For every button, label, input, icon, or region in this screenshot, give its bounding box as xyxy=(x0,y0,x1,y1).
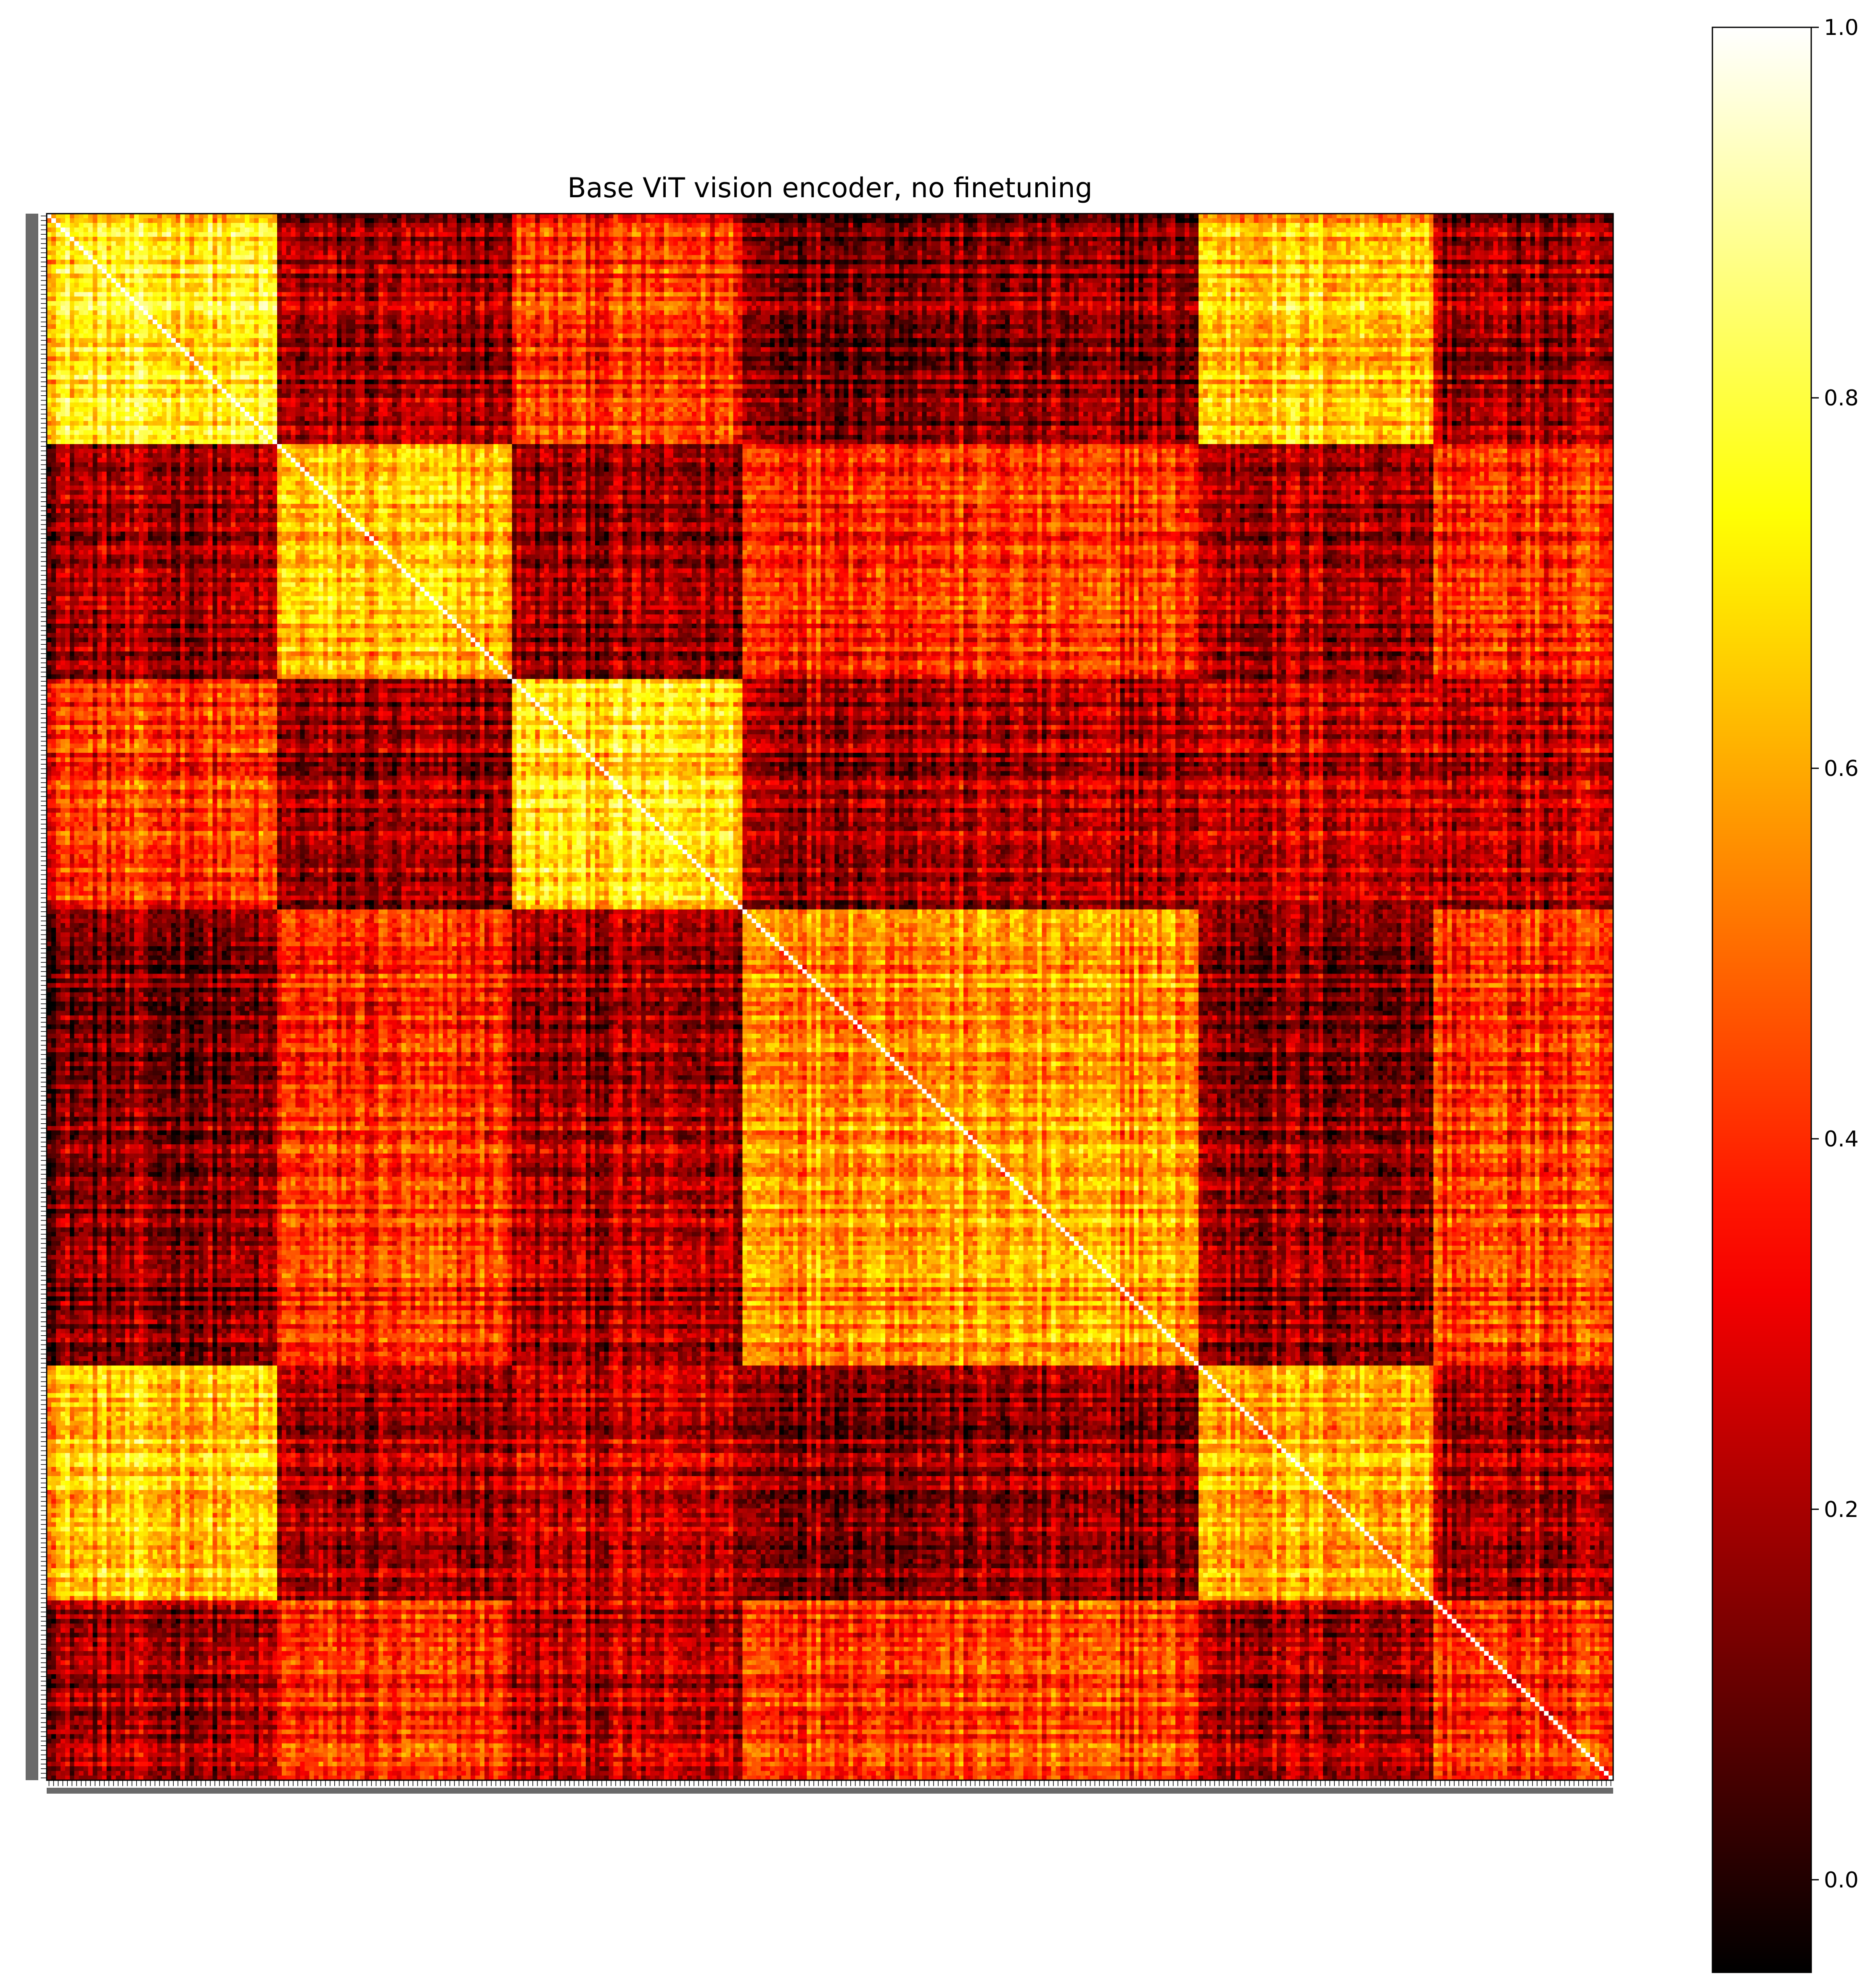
colorbar-tick-label: 0.8 xyxy=(1824,386,1859,411)
colorbar-tick-label: 1.0 xyxy=(1824,19,1859,40)
colorbar-ticks: 0.0 0.2 0.4 0.6 0.8 1.0 xyxy=(1811,19,1859,1893)
x-tick-labels xyxy=(47,1788,1613,1794)
heatmap-frame xyxy=(46,213,1614,1781)
tick-marks xyxy=(41,215,1611,1786)
colorbar-tick-label: 0.4 xyxy=(1824,1127,1859,1152)
similarity-heatmap xyxy=(47,214,1613,1780)
colorbar-tick-label: 0.6 xyxy=(1824,756,1859,781)
colorbar-gradient xyxy=(1712,26,1812,1973)
y-tick-labels xyxy=(26,214,38,1780)
colorbar-tick-label: 0.0 xyxy=(1824,1868,1859,1893)
colorbar: 0.0 0.2 0.4 0.6 0.8 1.0 xyxy=(1712,19,1859,1973)
chart-title: Base ViT vision encoder, no finetuning xyxy=(567,172,1093,204)
heatmap-ticks xyxy=(26,214,1613,1794)
colorbar-tick-label: 0.2 xyxy=(1824,1497,1859,1522)
heatmap-axes xyxy=(26,213,1614,1794)
